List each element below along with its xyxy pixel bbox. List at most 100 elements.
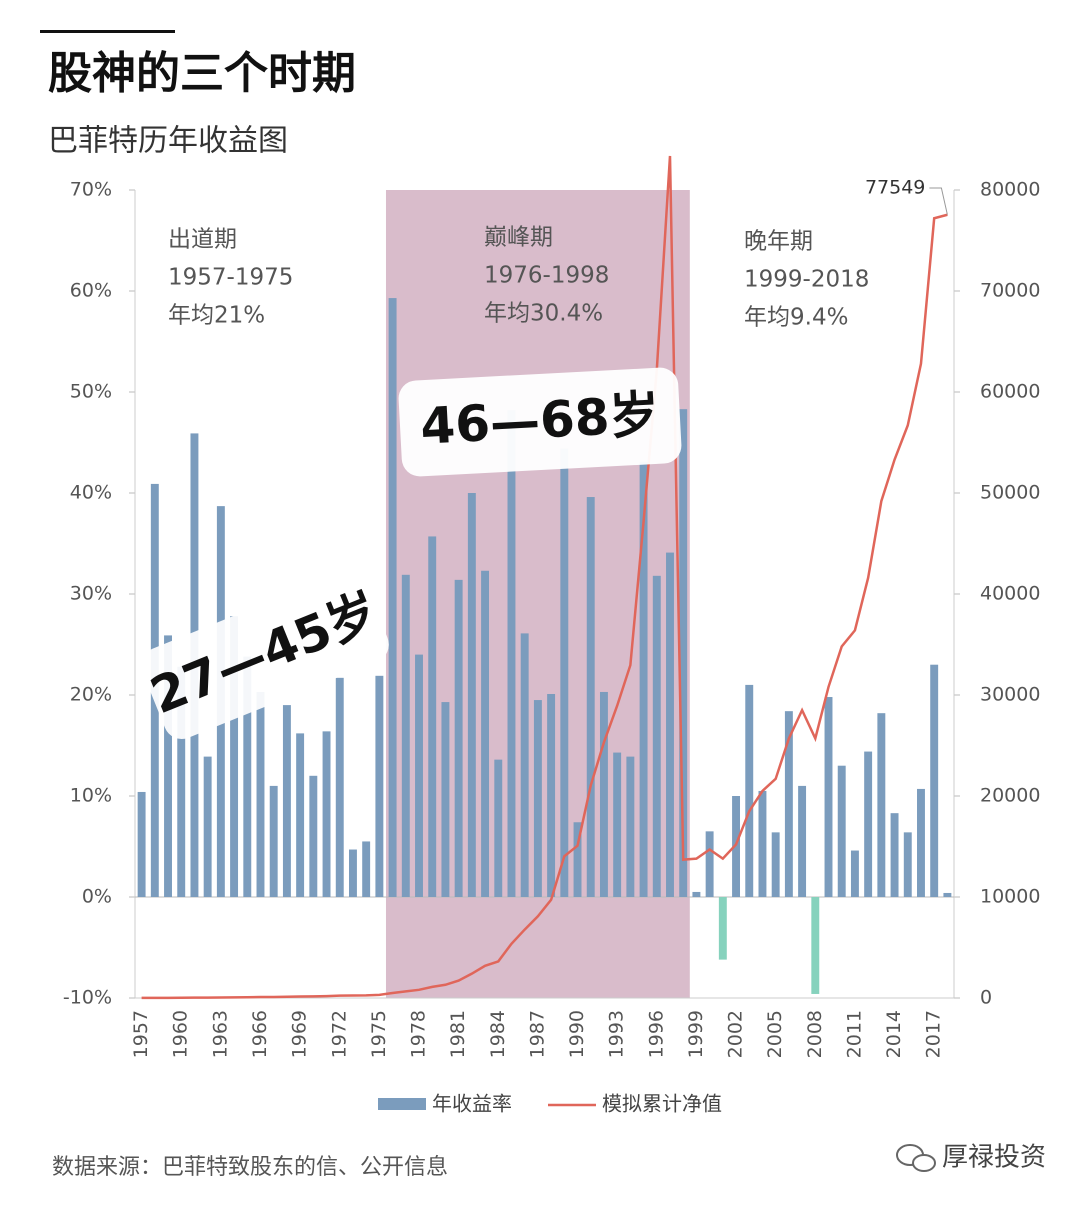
legend-swatch bbox=[378, 1098, 426, 1110]
bar bbox=[560, 448, 569, 897]
x-tick-label: 2017 bbox=[923, 1010, 945, 1058]
x-tick-label: 1975 bbox=[368, 1010, 390, 1058]
y-tick-label: 40% bbox=[70, 482, 112, 504]
y-tick-label: -10% bbox=[63, 987, 112, 1009]
plot: -10% 0% 10% 20% 30% 40% 50% 60% 70% 0 10000 20000 30… bbox=[63, 155, 1040, 1116]
y-tick-label: 10% bbox=[70, 785, 112, 807]
bar bbox=[877, 713, 886, 897]
y-tick-label: 60% bbox=[70, 280, 112, 302]
x-tick-label: 1960 bbox=[170, 1010, 192, 1058]
bar bbox=[388, 298, 397, 897]
y-tick-label: 0% bbox=[82, 886, 112, 908]
bar bbox=[547, 693, 556, 897]
bar bbox=[256, 691, 265, 897]
x-tick-label: 2005 bbox=[764, 1010, 786, 1058]
bar bbox=[533, 700, 542, 897]
bar bbox=[718, 897, 727, 960]
period-years: 1999-2018 bbox=[744, 267, 869, 293]
bar bbox=[798, 785, 807, 897]
bar bbox=[322, 731, 331, 897]
bar bbox=[164, 635, 172, 897]
period-average: 年均30.4% bbox=[484, 301, 603, 327]
bar bbox=[573, 822, 582, 897]
y2-tick-label: 10000 bbox=[980, 886, 1040, 908]
bar bbox=[679, 409, 688, 897]
y2-tick-label: 40000 bbox=[980, 583, 1040, 605]
period-name: 晚年期 bbox=[744, 229, 813, 255]
value-label: 77549 bbox=[865, 177, 925, 199]
bar bbox=[282, 705, 291, 897]
bar bbox=[269, 785, 278, 897]
y2-tick-label: 80000 bbox=[980, 179, 1040, 201]
bar bbox=[230, 616, 239, 897]
bar bbox=[177, 666, 186, 897]
bar bbox=[917, 788, 925, 897]
bar bbox=[837, 765, 846, 897]
bar bbox=[639, 461, 648, 897]
x-tick-label: 1969 bbox=[289, 1010, 311, 1058]
y-tick-label: 30% bbox=[70, 583, 112, 605]
bar bbox=[375, 675, 384, 897]
bar bbox=[586, 497, 595, 897]
source-note: 数据来源：巴菲特致股东的信、公开信息 bbox=[52, 1155, 448, 1180]
watermark: 厚禄投资 bbox=[942, 1143, 1046, 1173]
badge-bg bbox=[141, 570, 389, 740]
bar bbox=[811, 897, 820, 994]
chart-subtitle: 巴菲特历年收益图 bbox=[48, 124, 288, 159]
bar bbox=[401, 574, 410, 897]
age-label: 46—68岁 bbox=[419, 385, 661, 455]
bar bbox=[626, 756, 635, 897]
y2-tick-label: 60000 bbox=[980, 381, 1040, 403]
period-average: 年均9.4% bbox=[744, 305, 848, 331]
x-tick-label: 1981 bbox=[447, 1010, 469, 1058]
x-tick-label: 1984 bbox=[487, 1010, 509, 1058]
bar bbox=[758, 790, 767, 897]
x-tick-label: 2002 bbox=[725, 1010, 747, 1058]
bar bbox=[705, 831, 714, 897]
bar bbox=[243, 656, 252, 897]
x-tick-label: 1996 bbox=[645, 1010, 667, 1058]
bar bbox=[428, 536, 437, 897]
bar bbox=[784, 711, 793, 897]
age-badge: 27—45岁 bbox=[141, 570, 389, 740]
bar bbox=[441, 702, 450, 897]
bar bbox=[415, 654, 423, 897]
bar bbox=[467, 493, 476, 897]
y-tick-label: 20% bbox=[70, 684, 112, 706]
bar bbox=[943, 892, 952, 897]
x-tick-label: 1966 bbox=[249, 1010, 271, 1058]
age-badge: 46—68岁 bbox=[398, 367, 682, 477]
bar bbox=[296, 733, 305, 897]
bar bbox=[666, 552, 674, 897]
legend-label: 年收益率 bbox=[432, 1092, 512, 1116]
bar bbox=[309, 775, 318, 897]
y2-tick-label: 0 bbox=[980, 987, 992, 1009]
bar bbox=[507, 410, 516, 897]
x-tick-label: 1987 bbox=[526, 1010, 548, 1058]
watermark-icon bbox=[896, 1144, 936, 1172]
bar bbox=[494, 759, 503, 897]
period-average: 年均21% bbox=[168, 303, 265, 329]
y2-tick-label: 70000 bbox=[980, 280, 1040, 302]
bar bbox=[850, 850, 859, 897]
y2-tick-label: 30000 bbox=[980, 684, 1040, 706]
y-tick-label: 50% bbox=[70, 381, 112, 403]
bar bbox=[348, 849, 357, 897]
x-tick-label: 1957 bbox=[130, 1010, 152, 1058]
chart-title: 股神的三个时期 bbox=[48, 48, 356, 99]
x-tick-label: 2011 bbox=[843, 1010, 865, 1058]
bar bbox=[137, 791, 146, 897]
bar bbox=[454, 579, 463, 897]
x-tick-label: 1972 bbox=[328, 1010, 350, 1058]
period-name: 出道期 bbox=[168, 227, 237, 253]
bar bbox=[771, 832, 780, 897]
bar bbox=[613, 752, 622, 897]
bar bbox=[652, 575, 661, 897]
bar bbox=[890, 813, 899, 897]
x-tick-label: 1999 bbox=[685, 1010, 707, 1058]
line bbox=[141, 155, 948, 1000]
y2-tick-label: 50000 bbox=[980, 482, 1040, 504]
period-years: 1957-1975 bbox=[168, 265, 293, 291]
bar bbox=[745, 684, 754, 897]
